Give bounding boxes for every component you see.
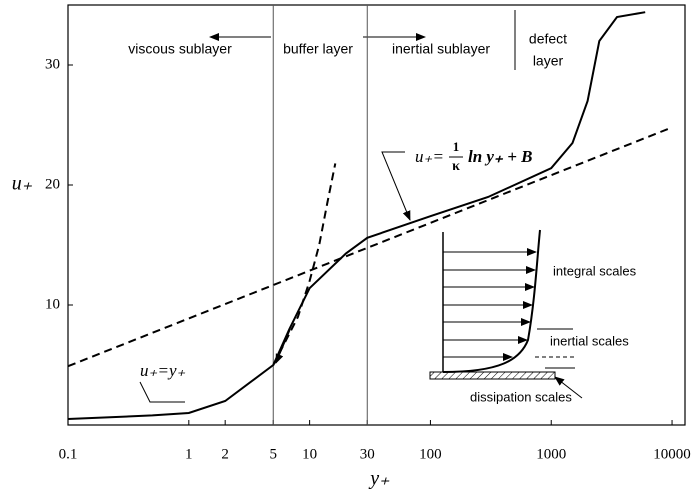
chart: viscous sublayer buffer layer inertial s… xyxy=(0,0,694,493)
x-tick-label: 10 xyxy=(302,446,317,462)
annotation: integral scales xyxy=(553,263,637,278)
annotation: buffer layer xyxy=(283,41,353,57)
y-tick-label: 20 xyxy=(45,176,60,192)
annotation: defect xyxy=(529,31,567,47)
x-axis-label: y₊ xyxy=(368,468,390,490)
x-tick-label: 2 xyxy=(221,446,229,462)
annotation: layer xyxy=(533,53,564,69)
x-tick-label: 100 xyxy=(419,446,442,462)
x-tick-label: 1000 xyxy=(536,446,566,462)
annotation: inertial sublayer xyxy=(392,41,490,57)
x-tick-label: 0.1 xyxy=(59,446,78,462)
x-tick-label: 1 xyxy=(185,446,193,462)
velocity-arrows xyxy=(443,252,536,357)
formula: ln y₊ + B xyxy=(468,147,532,166)
arrow xyxy=(140,382,185,402)
formula: u₊= xyxy=(415,147,444,166)
series-line xyxy=(68,12,645,419)
arrow xyxy=(382,152,410,220)
annotation: viscous sublayer xyxy=(128,41,232,57)
annotation: dissipation scales xyxy=(470,389,572,404)
y-axis-label: u₊ xyxy=(12,173,33,195)
formula: u₊=y₊ xyxy=(140,361,185,380)
profile xyxy=(443,230,540,372)
formula: κ xyxy=(452,159,460,174)
y-tick-label: 10 xyxy=(45,296,60,312)
floor xyxy=(430,372,555,379)
formula: 1 xyxy=(453,139,460,154)
x-tick-label: 10000 xyxy=(653,446,691,462)
page: viscous sublayer buffer layer inertial s… xyxy=(0,0,694,498)
series-line xyxy=(68,127,672,366)
x-tick-label: 5 xyxy=(270,446,278,462)
x-tick-label: 30 xyxy=(360,446,375,462)
annotation: inertial scales xyxy=(550,333,629,348)
y-tick-label: 30 xyxy=(45,56,60,72)
